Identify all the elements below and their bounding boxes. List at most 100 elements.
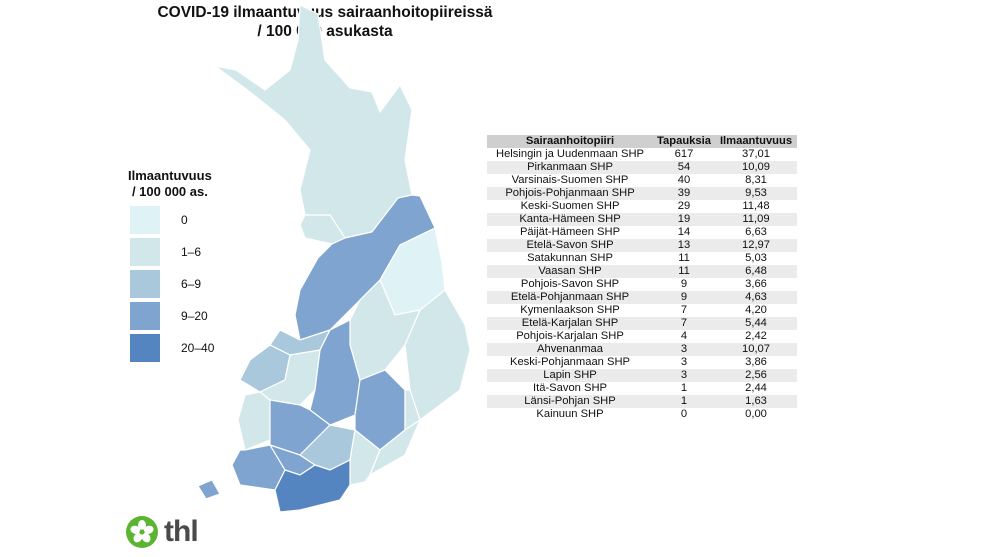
table-row: Etelä-Karjalan SHP 7 5,44 bbox=[487, 317, 797, 330]
cell-cases: 29 bbox=[677, 200, 691, 212]
table-row: Lapin SHP 3 2,56 bbox=[487, 369, 797, 382]
cell-name: Ahvenanmaa bbox=[487, 343, 653, 356]
legend-label: 9–20 bbox=[181, 309, 208, 323]
cell-name: Etelä-Savon SHP bbox=[487, 239, 653, 252]
cell-inc: 6,63 bbox=[745, 226, 767, 238]
cell-inc: 5,44 bbox=[715, 317, 797, 330]
cell-cases: 39 bbox=[653, 187, 715, 200]
cell-name: Pohjois-Karjalan SHP bbox=[516, 330, 624, 342]
cell-name: Pohjois-Savon SHP bbox=[520, 278, 620, 290]
cell-inc: 10,07 bbox=[715, 343, 797, 356]
table-row: Kymenlaakson SHP 7 4,20 bbox=[487, 304, 797, 317]
cell-name: Päijät-Hämeen SHP bbox=[519, 226, 621, 238]
cell-name: Länsi-Pohjan SHP bbox=[487, 395, 653, 408]
table-row: Kainuun SHP 0 0,00 bbox=[487, 408, 797, 421]
header-incidence: Ilmaantuvuus bbox=[715, 135, 797, 148]
table-row: Itä-Savon SHP 1 2,44 bbox=[487, 382, 797, 395]
cell-name: Pohjois-Pohjanmaan SHP bbox=[487, 187, 653, 200]
table-row: Pohjois-Pohjanmaan SHP 39 9,53 bbox=[487, 187, 797, 200]
cell-inc: 2,56 bbox=[715, 369, 797, 382]
cell-cases: 7 bbox=[653, 317, 715, 330]
table-row: Etelä-Savon SHP 13 12,97 bbox=[487, 239, 797, 252]
cell-cases: 1 bbox=[653, 395, 715, 408]
region-etel-karjalan-shp bbox=[368, 418, 422, 477]
table-row: Ahvenanmaa 3 10,07 bbox=[487, 343, 797, 356]
cell-inc: 5,03 bbox=[745, 252, 767, 264]
cell-name: Etelä-Karjalan SHP bbox=[487, 317, 653, 330]
header-district: Sairaanhoitopiiri bbox=[487, 135, 653, 148]
cell-cases: 4 bbox=[680, 330, 688, 342]
legend-label: 0 bbox=[181, 213, 188, 227]
cell-name: Vaasan SHP bbox=[487, 265, 653, 278]
cell-name: Pirkanmaan SHP bbox=[487, 161, 653, 174]
cell-inc: 4,63 bbox=[715, 291, 797, 304]
cell-name: Keski-Suomen SHP bbox=[520, 200, 620, 212]
table-row: Keski-Pohjanmaan SHP 3 3,86 bbox=[487, 356, 797, 369]
cell-cases: 3 bbox=[653, 343, 715, 356]
title-line-1: COVID-19 ilmaantuvuus sairaanhoitopiirei… bbox=[157, 4, 493, 21]
legend-label: 1–6 bbox=[181, 245, 202, 259]
logo-text: thl bbox=[164, 515, 199, 548]
legend-swatch bbox=[130, 206, 160, 234]
cell-cases: 0 bbox=[680, 408, 688, 420]
cell-name: Keski-Pohjanmaan SHP bbox=[509, 356, 630, 368]
table-row: Kanta-Hämeen SHP 19 11,09 bbox=[487, 213, 797, 226]
table-row: Pirkanmaan SHP 54 10,09 bbox=[487, 161, 797, 174]
cell-inc: 11,48 bbox=[742, 200, 770, 212]
cell-name: Kanta-Hämeen SHP bbox=[487, 213, 653, 226]
cell-name: Varsinais-Suomen SHP bbox=[511, 174, 629, 186]
cell-cases: 13 bbox=[653, 239, 715, 252]
thl-logo: thl bbox=[126, 515, 199, 548]
header-cases: Tapauksia bbox=[653, 135, 715, 148]
table-row: Keski-Suomen SHP 29 11,48 bbox=[487, 200, 797, 213]
flower-icon bbox=[126, 516, 158, 548]
region-helsingin-ja-uudenmaan-shp bbox=[274, 459, 351, 513]
cell-name: Itä-Savon SHP bbox=[533, 382, 607, 394]
cell-inc: 12,97 bbox=[715, 239, 797, 252]
legend-title-line-2: / 100 000 as. bbox=[131, 184, 208, 199]
title-line-2: / 100 000 asukasta bbox=[257, 23, 393, 40]
region-satakunnan-shp bbox=[237, 391, 271, 451]
table-row: Pohjois-Karjalan SHP 4 2,42 bbox=[487, 330, 797, 343]
legend-swatch bbox=[130, 270, 160, 298]
cell-inc: 8,31 bbox=[745, 174, 767, 186]
cell-inc: 0,00 bbox=[745, 408, 767, 420]
table-row: Varsinais-Suomen SHP 40 8,31 bbox=[487, 174, 797, 187]
cell-cases: 3 bbox=[680, 356, 688, 368]
cell-name: Lapin SHP bbox=[487, 369, 653, 382]
cell-name: Etelä-Pohjanmaan SHP bbox=[487, 291, 653, 304]
cell-cases: 14 bbox=[677, 226, 691, 238]
table-row: Pohjois-Savon SHP 9 3,66 bbox=[487, 278, 797, 291]
legend-swatch bbox=[130, 302, 160, 330]
cell-inc: 3,66 bbox=[745, 278, 767, 290]
table-row: Satakunnan SHP 11 5,03 bbox=[487, 252, 797, 265]
table-row: Helsingin ja Uudenmaan SHP 617 37,01 bbox=[487, 148, 797, 161]
legend-label: 20–40 bbox=[181, 341, 215, 355]
cell-inc: 6,48 bbox=[715, 265, 797, 278]
cell-inc: 3,86 bbox=[745, 356, 767, 368]
cell-inc: 1,63 bbox=[715, 395, 797, 408]
cell-inc: 9,53 bbox=[715, 187, 797, 200]
region-ahvenanmaa bbox=[197, 479, 221, 500]
cell-inc: 37,01 bbox=[742, 148, 770, 160]
cell-inc: 4,20 bbox=[745, 304, 767, 316]
cell-cases: 9 bbox=[680, 278, 688, 290]
cell-inc: 2,42 bbox=[745, 330, 767, 342]
cell-inc: 11,09 bbox=[715, 213, 797, 226]
region-pohjois-karjalan-shp bbox=[404, 289, 471, 421]
cell-inc: 2,44 bbox=[745, 382, 767, 394]
cell-inc: 10,09 bbox=[715, 161, 797, 174]
cell-cases: 617 bbox=[674, 148, 694, 160]
cell-cases: 9 bbox=[653, 291, 715, 304]
cell-name: Kymenlaakson SHP bbox=[520, 304, 620, 316]
cell-cases: 1 bbox=[680, 382, 688, 394]
region-lapin-shp bbox=[214, 4, 413, 239]
table-row: Vaasan SHP 11 6,48 bbox=[487, 265, 797, 278]
cell-cases: 40 bbox=[677, 174, 691, 186]
table-row: Etelä-Pohjanmaan SHP 9 4,63 bbox=[487, 291, 797, 304]
table-row: Länsi-Pohjan SHP 1 1,63 bbox=[487, 395, 797, 408]
cell-cases: 19 bbox=[653, 213, 715, 226]
incidence-table: Sairaanhoitopiiri Tapauksia Ilmaantuvuus… bbox=[487, 135, 797, 421]
cell-cases: 11 bbox=[653, 265, 715, 278]
